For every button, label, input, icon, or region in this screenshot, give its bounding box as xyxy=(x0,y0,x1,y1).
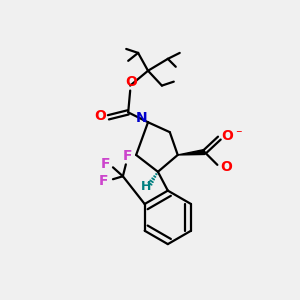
Text: O: O xyxy=(221,129,233,143)
Text: N: N xyxy=(135,111,147,125)
Text: O: O xyxy=(220,160,232,174)
Text: O: O xyxy=(125,75,137,88)
Text: F: F xyxy=(123,149,133,164)
Text: ⁻: ⁻ xyxy=(235,128,242,141)
Text: H: H xyxy=(141,180,151,193)
Text: O: O xyxy=(94,109,106,123)
Text: F: F xyxy=(98,174,108,188)
Text: F: F xyxy=(100,158,110,171)
Polygon shape xyxy=(178,149,205,155)
